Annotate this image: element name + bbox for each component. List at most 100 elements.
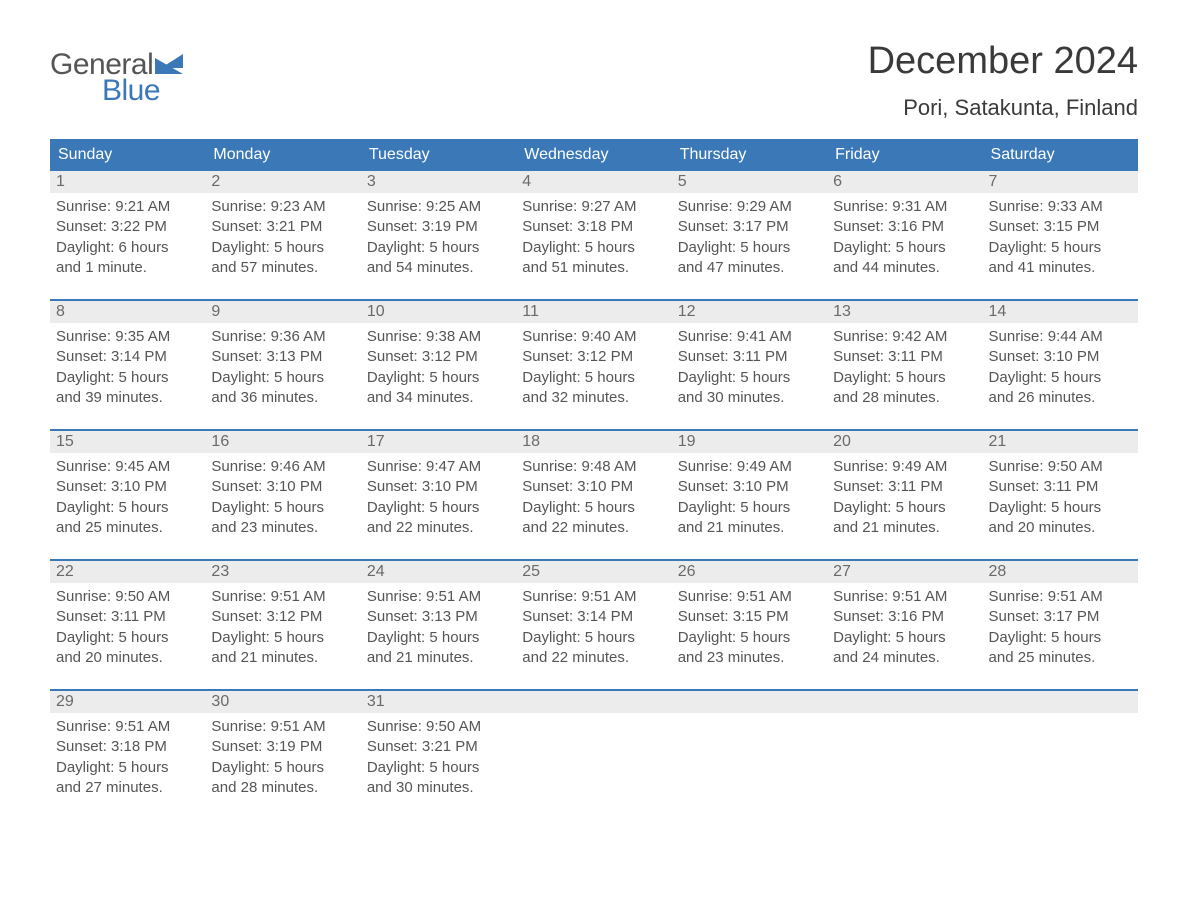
day-body: Sunrise: 9:51 AMSunset: 3:13 PMDaylight:… <box>361 583 516 676</box>
day-number: 15 <box>50 431 205 453</box>
daylight-line2: and 20 minutes. <box>56 648 199 668</box>
day-number <box>983 691 1138 713</box>
daylight-line2: and 26 minutes. <box>989 388 1132 408</box>
day-body: Sunrise: 9:51 AMSunset: 3:14 PMDaylight:… <box>516 583 671 676</box>
sunset-text: Sunset: 3:10 PM <box>522 477 665 497</box>
calendar-day <box>983 691 1138 819</box>
daylight-line1: Daylight: 5 hours <box>989 498 1132 518</box>
day-body: Sunrise: 9:49 AMSunset: 3:11 PMDaylight:… <box>827 453 982 546</box>
day-number: 21 <box>983 431 1138 453</box>
calendar-day: 27Sunrise: 9:51 AMSunset: 3:16 PMDayligh… <box>827 561 982 689</box>
day-number: 4 <box>516 171 671 193</box>
sunset-text: Sunset: 3:10 PM <box>678 477 821 497</box>
daylight-line2: and 24 minutes. <box>833 648 976 668</box>
daylight-line2: and 20 minutes. <box>989 518 1132 538</box>
daylight-line1: Daylight: 5 hours <box>833 368 976 388</box>
day-number: 12 <box>672 301 827 323</box>
calendar-day: 18Sunrise: 9:48 AMSunset: 3:10 PMDayligh… <box>516 431 671 559</box>
day-number: 24 <box>361 561 516 583</box>
daylight-line1: Daylight: 5 hours <box>678 368 821 388</box>
day-body: Sunrise: 9:21 AMSunset: 3:22 PMDaylight:… <box>50 193 205 286</box>
day-body: Sunrise: 9:23 AMSunset: 3:21 PMDaylight:… <box>205 193 360 286</box>
day-body: Sunrise: 9:36 AMSunset: 3:13 PMDaylight:… <box>205 323 360 416</box>
daylight-line1: Daylight: 5 hours <box>989 238 1132 258</box>
sunset-text: Sunset: 3:15 PM <box>678 607 821 627</box>
daylight-line1: Daylight: 5 hours <box>522 498 665 518</box>
calendar-day: 4Sunrise: 9:27 AMSunset: 3:18 PMDaylight… <box>516 171 671 299</box>
daylight-line2: and 30 minutes. <box>678 388 821 408</box>
calendar-day: 9Sunrise: 9:36 AMSunset: 3:13 PMDaylight… <box>205 301 360 429</box>
sunset-text: Sunset: 3:19 PM <box>367 217 510 237</box>
calendar-day: 8Sunrise: 9:35 AMSunset: 3:14 PMDaylight… <box>50 301 205 429</box>
sunset-text: Sunset: 3:16 PM <box>833 217 976 237</box>
day-number: 25 <box>516 561 671 583</box>
sunrise-text: Sunrise: 9:33 AM <box>989 197 1132 217</box>
sunrise-text: Sunrise: 9:51 AM <box>989 587 1132 607</box>
daylight-line2: and 41 minutes. <box>989 258 1132 278</box>
sunrise-text: Sunrise: 9:51 AM <box>211 717 354 737</box>
daylight-line1: Daylight: 5 hours <box>211 238 354 258</box>
sunset-text: Sunset: 3:11 PM <box>56 607 199 627</box>
day-number: 16 <box>205 431 360 453</box>
calendar-week: 8Sunrise: 9:35 AMSunset: 3:14 PMDaylight… <box>50 299 1138 429</box>
day-number: 1 <box>50 171 205 193</box>
daylight-line1: Daylight: 5 hours <box>833 498 976 518</box>
daylight-line2: and 25 minutes. <box>989 648 1132 668</box>
sunset-text: Sunset: 3:14 PM <box>522 607 665 627</box>
daylight-line1: Daylight: 5 hours <box>522 238 665 258</box>
sunset-text: Sunset: 3:14 PM <box>56 347 199 367</box>
sunset-text: Sunset: 3:18 PM <box>56 737 199 757</box>
calendar-day: 5Sunrise: 9:29 AMSunset: 3:17 PMDaylight… <box>672 171 827 299</box>
daylight-line1: Daylight: 5 hours <box>367 368 510 388</box>
weekday-header: Wednesday <box>516 139 671 171</box>
sunrise-text: Sunrise: 9:21 AM <box>56 197 199 217</box>
sunset-text: Sunset: 3:10 PM <box>56 477 199 497</box>
day-number: 10 <box>361 301 516 323</box>
daylight-line2: and 21 minutes. <box>678 518 821 538</box>
calendar-day: 24Sunrise: 9:51 AMSunset: 3:13 PMDayligh… <box>361 561 516 689</box>
title-block: December 2024 Pori, Satakunta, Finland <box>868 40 1138 121</box>
calendar-week: 15Sunrise: 9:45 AMSunset: 3:10 PMDayligh… <box>50 429 1138 559</box>
sunrise-text: Sunrise: 9:51 AM <box>56 717 199 737</box>
sunrise-text: Sunrise: 9:51 AM <box>211 587 354 607</box>
calendar-day: 26Sunrise: 9:51 AMSunset: 3:15 PMDayligh… <box>672 561 827 689</box>
calendar-day: 29Sunrise: 9:51 AMSunset: 3:18 PMDayligh… <box>50 691 205 819</box>
weekday-header: Saturday <box>983 139 1138 171</box>
day-body: Sunrise: 9:51 AMSunset: 3:17 PMDaylight:… <box>983 583 1138 676</box>
day-body: Sunrise: 9:51 AMSunset: 3:19 PMDaylight:… <box>205 713 360 806</box>
sunset-text: Sunset: 3:15 PM <box>989 217 1132 237</box>
day-number: 28 <box>983 561 1138 583</box>
calendar-day: 22Sunrise: 9:50 AMSunset: 3:11 PMDayligh… <box>50 561 205 689</box>
sunset-text: Sunset: 3:13 PM <box>211 347 354 367</box>
sunset-text: Sunset: 3:10 PM <box>211 477 354 497</box>
daylight-line1: Daylight: 5 hours <box>211 368 354 388</box>
sunrise-text: Sunrise: 9:50 AM <box>56 587 199 607</box>
daylight-line2: and 23 minutes. <box>678 648 821 668</box>
calendar-day: 12Sunrise: 9:41 AMSunset: 3:11 PMDayligh… <box>672 301 827 429</box>
weekday-header: Monday <box>205 139 360 171</box>
calendar-day <box>516 691 671 819</box>
sunrise-text: Sunrise: 9:40 AM <box>522 327 665 347</box>
sunrise-text: Sunrise: 9:50 AM <box>367 717 510 737</box>
daylight-line2: and 34 minutes. <box>367 388 510 408</box>
sunrise-text: Sunrise: 9:31 AM <box>833 197 976 217</box>
day-body: Sunrise: 9:50 AMSunset: 3:21 PMDaylight:… <box>361 713 516 806</box>
daylight-line2: and 32 minutes. <box>522 388 665 408</box>
sunset-text: Sunset: 3:12 PM <box>367 347 510 367</box>
day-body: Sunrise: 9:33 AMSunset: 3:15 PMDaylight:… <box>983 193 1138 286</box>
calendar-day <box>672 691 827 819</box>
day-body: Sunrise: 9:47 AMSunset: 3:10 PMDaylight:… <box>361 453 516 546</box>
day-number: 6 <box>827 171 982 193</box>
day-number: 22 <box>50 561 205 583</box>
weekday-header-row: SundayMondayTuesdayWednesdayThursdayFrid… <box>50 139 1138 171</box>
day-number: 9 <box>205 301 360 323</box>
sunrise-text: Sunrise: 9:44 AM <box>989 327 1132 347</box>
location: Pori, Satakunta, Finland <box>868 95 1138 121</box>
daylight-line2: and 47 minutes. <box>678 258 821 278</box>
sunset-text: Sunset: 3:21 PM <box>367 737 510 757</box>
daylight-line1: Daylight: 5 hours <box>678 628 821 648</box>
day-body: Sunrise: 9:40 AMSunset: 3:12 PMDaylight:… <box>516 323 671 416</box>
daylight-line1: Daylight: 5 hours <box>367 498 510 518</box>
day-body: Sunrise: 9:46 AMSunset: 3:10 PMDaylight:… <box>205 453 360 546</box>
sunrise-text: Sunrise: 9:47 AM <box>367 457 510 477</box>
